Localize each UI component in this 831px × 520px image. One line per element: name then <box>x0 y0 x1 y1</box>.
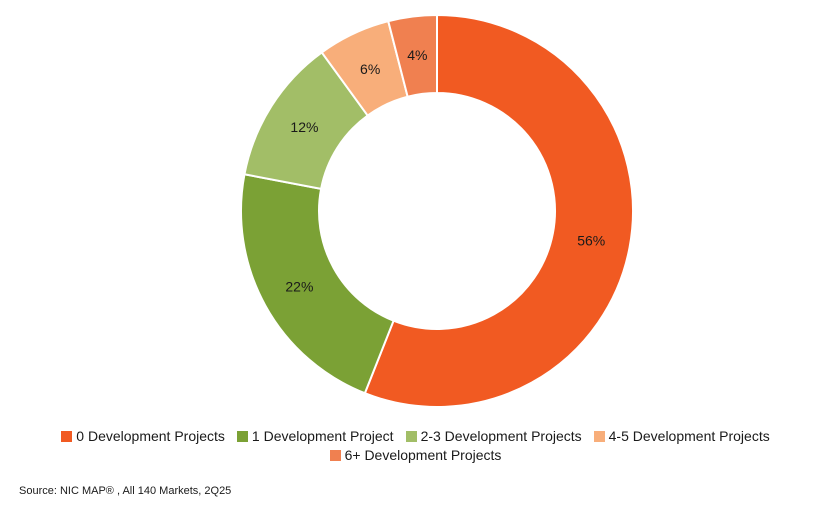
source-note: Source: NIC MAP® , All 140 Markets, 2Q25 <box>19 485 232 497</box>
legend-item-1-project: 1 Development Project <box>236 427 394 446</box>
donut-slice <box>387 13 438 98</box>
legend-swatch <box>593 431 605 442</box>
legend-label: 1 Development Project <box>251 428 394 444</box>
slice-data-label: 22% <box>285 279 313 295</box>
slice-data-label: 56% <box>577 232 605 248</box>
legend-label: 4-5 Development Projects <box>608 428 770 444</box>
legend-swatch <box>236 431 248 442</box>
legend-label: 0 Development Projects <box>76 428 225 444</box>
legend-row-2: 6+ Development Projects <box>0 446 831 465</box>
legend-item-0-projects: 0 Development Projects <box>61 427 225 446</box>
chart-legend: 0 Development Projects 1 Development Pro… <box>0 427 831 465</box>
legend-item-6-plus-projects: 6+ Development Projects <box>329 446 502 465</box>
legend-row-1: 0 Development Projects 1 Development Pro… <box>0 427 831 446</box>
slice-data-label: 6% <box>360 61 380 77</box>
slice-data-label: 12% <box>290 119 318 135</box>
donut-chart: 56% 22% 12% 6% 4% <box>240 13 634 408</box>
legend-swatch <box>405 431 417 442</box>
legend-swatch <box>61 431 73 442</box>
donut-slice <box>240 173 395 395</box>
legend-item-4-5-projects: 4-5 Development Projects <box>593 427 770 446</box>
donut-slice <box>363 13 634 408</box>
legend-item-2-3-projects: 2-3 Development Projects <box>405 427 582 446</box>
slice-data-label: 4% <box>407 47 427 63</box>
legend-label: 2-3 Development Projects <box>420 428 582 444</box>
legend-label: 6+ Development Projects <box>344 447 502 463</box>
legend-swatch <box>329 450 341 461</box>
